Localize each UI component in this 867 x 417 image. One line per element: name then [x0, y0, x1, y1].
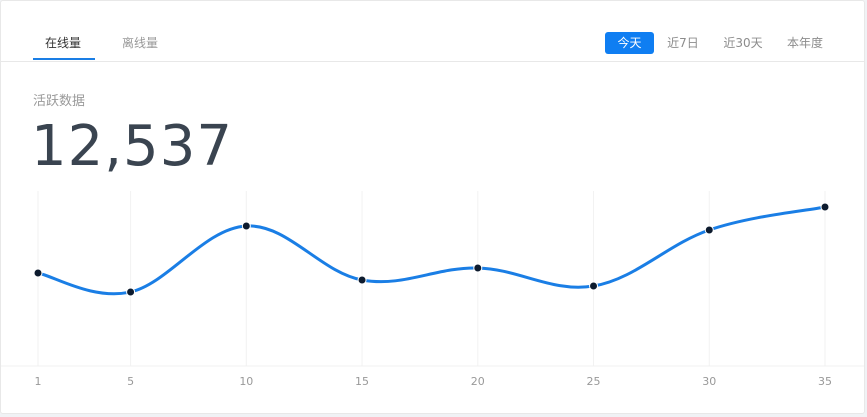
- metric-value: 12,537: [31, 114, 233, 179]
- chart-points: [33, 202, 830, 297]
- range-7-days-button[interactable]: 近7日: [667, 36, 699, 50]
- x-tick-label: 20: [471, 375, 485, 388]
- data-point[interactable]: [473, 263, 483, 273]
- x-tick-label: 25: [587, 375, 601, 388]
- range-30-days-button[interactable]: 近30天: [723, 36, 763, 50]
- data-point[interactable]: [33, 268, 43, 278]
- series-line: [37, 205, 826, 296]
- line-chart: 1 5 10 15 20 25 30 35: [1, 191, 864, 388]
- tab-offline[interactable]: 离线量: [122, 36, 159, 50]
- chart-grid: [1, 191, 864, 367]
- x-tick-label: 1: [35, 375, 42, 388]
- range-today-button[interactable]: 今天: [605, 32, 654, 54]
- range-this-year-button[interactable]: 本年度: [786, 36, 823, 50]
- x-tick-label: 5: [127, 375, 134, 388]
- tab-bar: 在线量 离线量 今天 近7日 近30天 本年度: [1, 1, 864, 62]
- data-point[interactable]: [357, 275, 367, 285]
- x-axis-ticks: 1 5 10 15 20 25 30 35: [35, 375, 833, 388]
- x-tick-label: 30: [702, 375, 716, 388]
- metric-label: 活跃数据: [33, 94, 86, 109]
- data-point[interactable]: [126, 287, 136, 297]
- data-point[interactable]: [820, 202, 830, 212]
- data-point[interactable]: [704, 225, 714, 235]
- data-point[interactable]: [241, 221, 251, 231]
- x-tick-label: 10: [239, 375, 253, 388]
- x-tick-label: 15: [355, 375, 369, 388]
- x-tick-label: 35: [818, 375, 832, 388]
- active-tab-indicator: [33, 58, 95, 60]
- tab-online[interactable]: 在线量: [45, 36, 82, 50]
- data-point[interactable]: [589, 281, 599, 291]
